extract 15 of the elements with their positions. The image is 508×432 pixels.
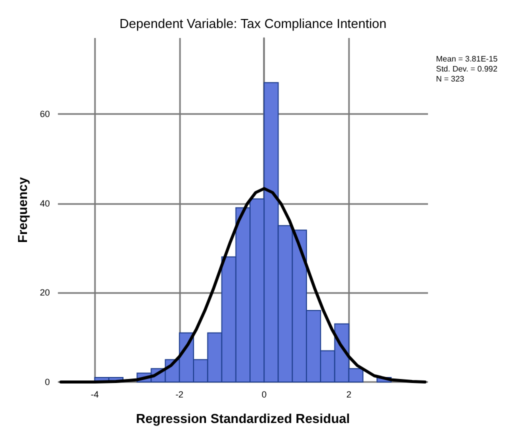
- x-tick-label: 0: [262, 390, 267, 400]
- x-tick-label: -4: [90, 390, 99, 400]
- y-tick-label: 40: [40, 198, 50, 208]
- y-axis-title: Frequency: [15, 176, 30, 243]
- y-tick-label: 0: [44, 377, 50, 387]
- x-tick-label: 2: [346, 390, 352, 400]
- text: N = 323: [436, 74, 465, 84]
- text: Mean = 3.81E-15: [436, 54, 498, 64]
- x-axis-title: Regression Standardized Residual: [136, 411, 350, 426]
- text: Std. Dev. = 0.992: [436, 64, 498, 74]
- y-tick-label: 20: [40, 288, 50, 298]
- line-series: [59, 187, 427, 384]
- chart-title: Dependent Variable: Tax Compliance Intention: [120, 16, 386, 31]
- x-tick-label: -2: [175, 390, 184, 400]
- y-tick-label: 60: [40, 108, 50, 119]
